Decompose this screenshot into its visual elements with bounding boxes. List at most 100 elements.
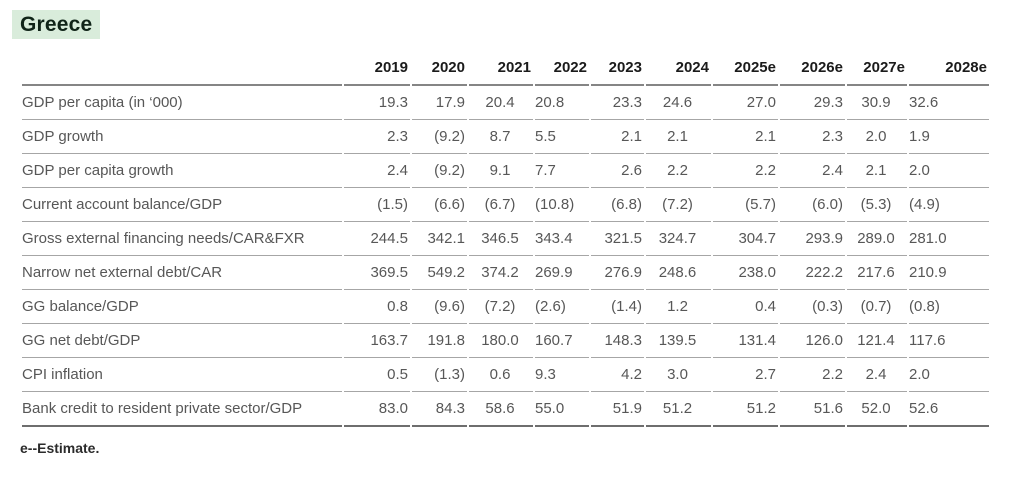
value-cell: 346.5 — [469, 222, 533, 256]
year-column-header: 2024 — [646, 55, 711, 86]
value-cell: 0.6 — [469, 358, 533, 392]
value-cell: (5.7) — [713, 188, 778, 222]
value-cell: (7.2) — [469, 290, 533, 324]
row-label: GDP growth — [22, 120, 342, 154]
value-cell: 2.1 — [591, 120, 644, 154]
value-cell: 238.0 — [713, 256, 778, 290]
value-cell: 0.8 — [344, 290, 410, 324]
value-cell: 160.7 — [535, 324, 589, 358]
value-cell: 2.4 — [780, 154, 845, 188]
value-cell: 1.2 — [646, 290, 711, 324]
value-cell: 343.4 — [535, 222, 589, 256]
value-cell: 2.0 — [847, 120, 907, 154]
value-cell: (0.3) — [780, 290, 845, 324]
value-cell: 369.5 — [344, 256, 410, 290]
value-cell: 4.2 — [591, 358, 644, 392]
value-cell: 20.8 — [535, 86, 589, 120]
value-cell: 2.3 — [344, 120, 410, 154]
value-cell: 83.0 — [344, 392, 410, 427]
table-row: Narrow net external debt/CAR 369.5 549.2 37… — [22, 256, 989, 290]
value-cell: (9.2) — [412, 120, 467, 154]
value-cell: (0.7) — [847, 290, 907, 324]
value-cell: 281.0 — [909, 222, 989, 256]
table-header-row: 2019 2020 2021 2022 2023 2024 2025e 2026e 2027e 2… — [22, 55, 989, 86]
value-cell: 549.2 — [412, 256, 467, 290]
row-label: GDP per capita (in ‘000) — [22, 86, 342, 120]
row-label: Bank credit to resident private sector/G… — [22, 392, 342, 427]
value-cell: (1.3) — [412, 358, 467, 392]
row-label: Narrow net external debt/CAR — [22, 256, 342, 290]
economic-indicators-table: 2019 2020 2021 2022 2023 2024 2025e 2026e 2027e 2… — [20, 55, 991, 427]
row-label: CPI inflation — [22, 358, 342, 392]
value-cell: (6.6) — [412, 188, 467, 222]
value-cell: (10.8) — [535, 188, 589, 222]
value-cell: 17.9 — [412, 86, 467, 120]
value-cell: 304.7 — [713, 222, 778, 256]
value-cell: 32.6 — [909, 86, 989, 120]
year-column-header: 2028e — [909, 55, 989, 86]
row-label: Gross external financing needs/CAR&FXR — [22, 222, 342, 256]
value-cell: 180.0 — [469, 324, 533, 358]
value-cell: 191.8 — [412, 324, 467, 358]
value-cell: (7.2) — [646, 188, 711, 222]
value-cell: 2.4 — [344, 154, 410, 188]
value-cell: 342.1 — [412, 222, 467, 256]
year-column-header: 2022 — [535, 55, 589, 86]
value-cell: 117.6 — [909, 324, 989, 358]
value-cell: 2.1 — [646, 120, 711, 154]
value-cell: (1.4) — [591, 290, 644, 324]
table-row: GG balance/GDP 0.8 (9.6) (7.2) (2.6) (1.4) 1.2… — [22, 290, 989, 324]
year-column-header: 2026e — [780, 55, 845, 86]
value-cell: 121.4 — [847, 324, 907, 358]
value-cell: (6.8) — [591, 188, 644, 222]
value-cell: 2.3 — [780, 120, 845, 154]
value-cell: 148.3 — [591, 324, 644, 358]
country-title: Greece — [12, 10, 101, 39]
value-cell: 51.6 — [780, 392, 845, 427]
value-cell: 210.9 — [909, 256, 989, 290]
value-cell: 8.7 — [469, 120, 533, 154]
table-row: Gross external financing needs/CAR&FXR 24… — [22, 222, 989, 256]
value-cell: 2.6 — [591, 154, 644, 188]
value-cell: 9.1 — [469, 154, 533, 188]
value-cell: 24.6 — [646, 86, 711, 120]
value-cell: (9.6) — [412, 290, 467, 324]
value-cell: 1.9 — [909, 120, 989, 154]
value-cell: 324.7 — [646, 222, 711, 256]
value-cell: (6.0) — [780, 188, 845, 222]
value-cell: 19.3 — [344, 86, 410, 120]
value-cell: 2.2 — [646, 154, 711, 188]
value-cell: 51.2 — [713, 392, 778, 427]
table-row: Current account balance/GDP (1.5) (6.6) (6.… — [22, 188, 989, 222]
value-cell: 5.5 — [535, 120, 589, 154]
estimate-footnote: e--Estimate. — [20, 440, 100, 456]
year-column-header: 2027e — [847, 55, 907, 86]
value-cell: 58.6 — [469, 392, 533, 427]
value-cell: 3.0 — [646, 358, 711, 392]
year-column-header: 2025e — [713, 55, 778, 86]
table-row: CPI inflation 0.5 (1.3) 0.6 9.3 4.2 3.0 2.7 2.2 2… — [22, 358, 989, 392]
row-label: GG net debt/GDP — [22, 324, 342, 358]
value-cell: 276.9 — [591, 256, 644, 290]
year-column-header: 2021 — [469, 55, 533, 86]
report-page: Greece 2019 2020 2021 2022 2023 2024 2025e 2026… — [12, 10, 999, 456]
value-cell: 293.9 — [780, 222, 845, 256]
value-cell: 7.7 — [535, 154, 589, 188]
value-cell: 321.5 — [591, 222, 644, 256]
value-cell: 139.5 — [646, 324, 711, 358]
value-cell: (2.6) — [535, 290, 589, 324]
value-cell: 289.0 — [847, 222, 907, 256]
value-cell: (9.2) — [412, 154, 467, 188]
value-cell: 2.7 — [713, 358, 778, 392]
value-cell: 2.2 — [780, 358, 845, 392]
title-row: Greece — [12, 10, 999, 39]
value-cell: 2.4 — [847, 358, 907, 392]
row-label: Current account balance/GDP — [22, 188, 342, 222]
value-cell: 222.2 — [780, 256, 845, 290]
table-row: GDP per capita (in ‘000) 19.3 17.9 20.4 20.8… — [22, 86, 989, 120]
indicator-column-header — [22, 55, 342, 86]
year-column-header: 2023 — [591, 55, 644, 86]
value-cell: 29.3 — [780, 86, 845, 120]
value-cell: 2.2 — [713, 154, 778, 188]
value-cell: 52.0 — [847, 392, 907, 427]
